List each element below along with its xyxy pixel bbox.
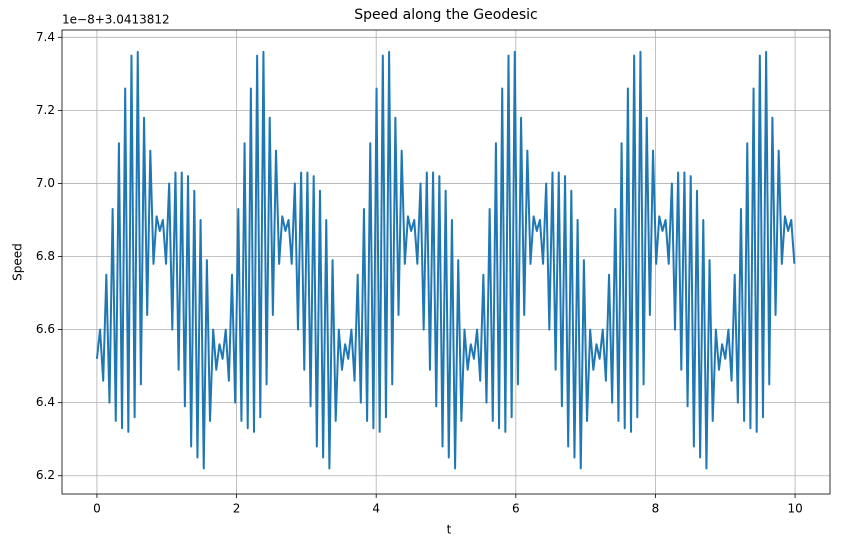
y-axis-label: Speed xyxy=(11,243,25,281)
x-tick-label: 10 xyxy=(787,502,802,516)
data-line xyxy=(95,50,796,470)
x-axis-label: t xyxy=(447,523,452,537)
x-tick-label: 0 xyxy=(93,502,101,516)
y-tick-label: 6.4 xyxy=(36,395,55,409)
x-tick-label: 6 xyxy=(512,502,520,516)
y-tick-label: 7.0 xyxy=(36,176,55,190)
y-tick-label: 6.2 xyxy=(36,468,55,482)
axes-frame xyxy=(61,29,831,495)
y-tick-label: 6.8 xyxy=(36,249,55,263)
y-tick-label: 7.4 xyxy=(36,30,55,44)
x-tick-label: 4 xyxy=(372,502,380,516)
x-tick-label: 2 xyxy=(233,502,241,516)
y-tick-label: 6.6 xyxy=(36,322,55,336)
offset-text: 1e−8+3.0413812 xyxy=(62,13,170,27)
y-tick-label: 7.2 xyxy=(36,103,55,117)
chart-title: Speed along the Geodesic xyxy=(354,7,537,23)
x-tick-label: 8 xyxy=(652,502,660,516)
